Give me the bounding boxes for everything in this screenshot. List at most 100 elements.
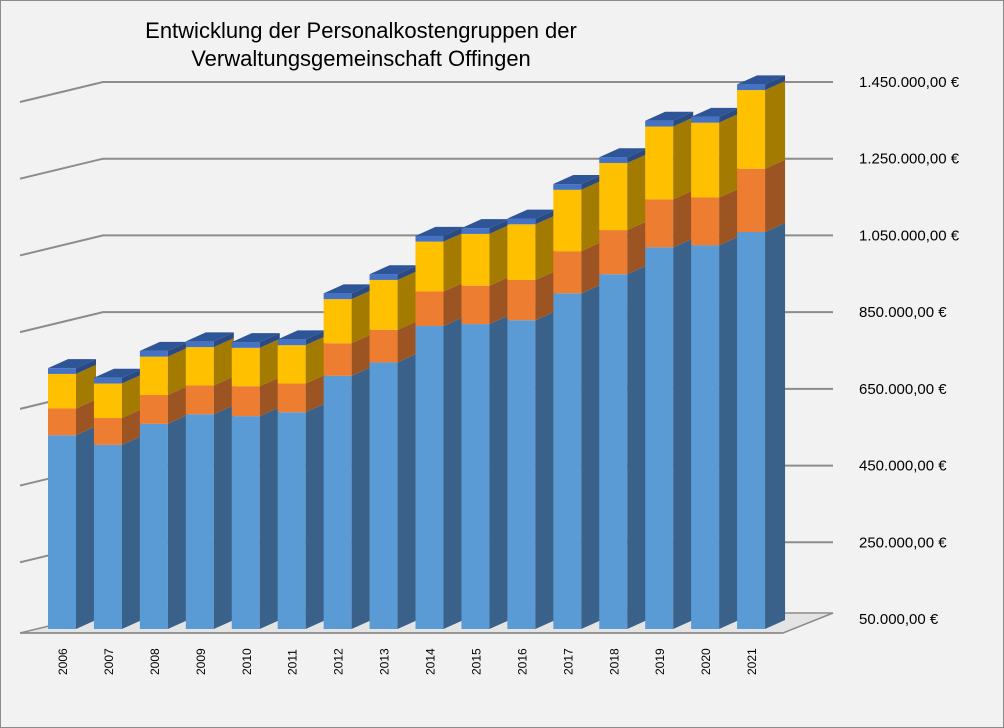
bar-top	[139, 341, 188, 351]
x-tick-label: 2008	[148, 648, 162, 675]
bar-segment	[645, 126, 674, 200]
bar-segment-side	[581, 180, 602, 252]
bar-segment-side	[489, 219, 510, 234]
bar-segment	[737, 84, 766, 91]
bar-segment-side	[719, 107, 740, 123]
bar-segment	[369, 362, 398, 629]
bar-segment-side	[765, 223, 786, 629]
bar-segment	[93, 444, 122, 629]
x-tick-label: 2006	[56, 648, 70, 675]
bar-segment	[323, 293, 352, 300]
bar-segment	[691, 122, 720, 198]
bar-segment	[415, 291, 444, 326]
x-tick-label: 2017	[561, 648, 575, 675]
bar-segment	[599, 230, 628, 275]
y-tick-label: 1.250.000,00 €	[859, 151, 960, 168]
bar-segment-side	[397, 265, 418, 280]
bar-segment	[415, 241, 444, 292]
bar-segment-side	[167, 347, 188, 396]
bar-top	[48, 359, 96, 369]
bar-segment-side	[581, 242, 602, 294]
bar-segment-side	[489, 315, 510, 629]
bar-segment	[737, 168, 766, 233]
bar-segment-side	[76, 426, 96, 629]
bar-segment	[691, 116, 720, 123]
bar-segment-side	[121, 409, 142, 445]
bar-segment	[645, 199, 674, 248]
bar-segment-side	[673, 238, 694, 629]
bar-segment	[553, 189, 582, 252]
bar-segment-side	[167, 341, 188, 357]
bar-segment-side	[121, 374, 142, 419]
bar-segment-side	[673, 117, 694, 200]
x-tick-label: 2016	[515, 648, 529, 675]
bar-top	[185, 332, 234, 342]
y-tick-label: 1.450.000,00 €	[859, 74, 960, 91]
bar-segment-side	[259, 338, 280, 387]
bar-segment-side	[121, 368, 142, 384]
bar-segment	[277, 345, 306, 384]
bar-segment	[231, 416, 260, 629]
bar-segment-side	[305, 336, 326, 384]
bar-segment-side	[765, 81, 786, 169]
bar-segment	[645, 120, 674, 127]
chart-title: Entwicklung der Personalkostengruppen de…	[41, 17, 681, 73]
bar-segment	[645, 247, 674, 629]
bar-segment-side	[719, 236, 740, 629]
bar-segment	[737, 90, 766, 169]
bar-segment-side	[627, 148, 648, 163]
bar-segment-side	[259, 333, 280, 348]
bar-segment-side	[489, 224, 510, 286]
bar-segment	[323, 375, 352, 629]
bar-top	[691, 107, 740, 117]
bar-segment	[369, 279, 398, 330]
bar-segment	[553, 184, 582, 190]
y-tick-label: 1.050.000,00 €	[859, 227, 960, 244]
bar-segment	[231, 386, 260, 417]
bar-segment-side	[397, 270, 418, 330]
bar-segment-side	[627, 221, 648, 275]
bar-segment-side	[259, 407, 280, 629]
bar-top	[645, 111, 694, 121]
x-tick-label: 2019	[653, 648, 667, 675]
bar-segment	[461, 324, 490, 629]
bar-segment	[48, 435, 76, 629]
bar-segment-side	[489, 276, 510, 325]
bar-segment-side	[443, 282, 464, 326]
bar-top	[231, 333, 280, 343]
bar-top	[93, 368, 142, 378]
bar-segment	[323, 343, 352, 376]
x-tick-label: 2021	[745, 648, 759, 675]
x-tick-label: 2011	[286, 649, 300, 675]
bar-segment-side	[765, 159, 786, 233]
bar-segment-side	[167, 414, 188, 629]
bar-segment-side	[76, 399, 96, 436]
bar-segment	[553, 293, 582, 629]
bar-segment-side	[351, 284, 372, 300]
bar-segment-side	[305, 330, 326, 346]
bar-segment	[461, 285, 490, 325]
bar-segment-side	[443, 226, 464, 242]
chart-title-line-1: Entwicklung der Personalkostengruppen de…	[145, 18, 577, 43]
bar-segment	[185, 414, 214, 629]
bar-segment-side	[213, 405, 234, 629]
bar-segment	[277, 412, 306, 629]
bar-segment	[139, 395, 168, 424]
bar-segment	[369, 274, 398, 280]
bar-top	[323, 284, 372, 294]
bar-segment-side	[535, 311, 556, 629]
bar-segment	[277, 383, 306, 413]
bar-segment-side	[627, 265, 648, 629]
bar-segment	[185, 347, 214, 386]
bar-segment-side	[443, 232, 464, 292]
bar-segment-side	[581, 284, 602, 629]
x-tick-label: 2013	[378, 648, 392, 675]
bar-segment	[369, 329, 398, 363]
y-tick-label: 850.000,00 €	[859, 304, 947, 321]
bar-segment-side	[443, 316, 464, 629]
bar-segment	[691, 197, 720, 246]
bar-segment-side	[535, 270, 556, 321]
bar-segment-side	[627, 153, 648, 231]
bar-segment-side	[673, 111, 694, 127]
